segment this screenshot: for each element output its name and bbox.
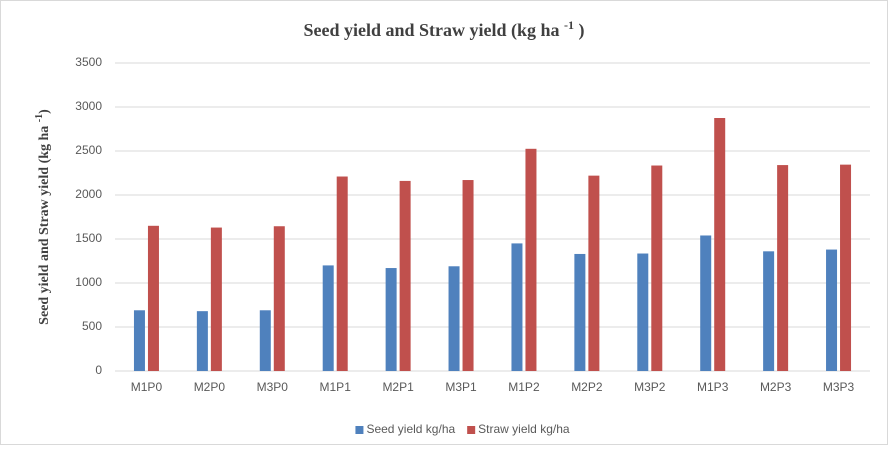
bar: [700, 235, 712, 371]
bar: [210, 227, 222, 371]
y-tick-label: 1000: [75, 275, 102, 289]
x-tick-label: M1P0: [131, 380, 163, 394]
bar: [588, 175, 600, 371]
title-text: Seed yield and Straw yield (kg ha: [303, 20, 564, 41]
y-label-superscript: -1: [34, 114, 45, 122]
legend-swatch: [355, 426, 364, 434]
bar: [259, 310, 271, 371]
x-tick-label: M3P2: [634, 380, 666, 394]
bar: [385, 268, 397, 371]
y-tick-label: 3000: [75, 99, 102, 113]
bar: [196, 311, 208, 371]
bar: [525, 148, 537, 371]
legend-item: Seed yield kg/ha: [355, 422, 455, 436]
y-label-text: Seed yield and Straw yield (kg ha: [37, 122, 52, 325]
bar: [448, 266, 460, 371]
y-tick-label: 1500: [75, 231, 102, 245]
title-superscript: -1: [564, 18, 574, 32]
bar: [336, 176, 348, 371]
y-tick-label: 0: [95, 363, 102, 377]
x-tick-label: M3P1: [445, 380, 477, 394]
x-tick-label: M2P1: [382, 380, 414, 394]
bar: [574, 253, 586, 371]
bar: [147, 225, 159, 371]
bar: [133, 310, 145, 371]
x-tick-label: M2P2: [571, 380, 603, 394]
bar: [651, 165, 663, 371]
x-tick-label: M1P1: [320, 380, 352, 394]
bar: [840, 164, 852, 371]
bar: [637, 253, 649, 371]
legend-item: Straw yield kg/ha: [467, 422, 570, 436]
bar: [399, 180, 411, 371]
bar: [511, 243, 523, 371]
chart-title: Seed yield and Straw yield (kg ha -1 ): [303, 18, 584, 41]
x-tick-label: M1P2: [508, 380, 540, 394]
bar: [322, 265, 334, 371]
bar: [273, 226, 285, 371]
y-tick-label: 500: [82, 319, 102, 333]
x-tick-label: M3P3: [823, 380, 855, 394]
bar: [462, 180, 474, 371]
x-tick-label: M2P0: [194, 380, 226, 394]
x-tick-label: M1P3: [697, 380, 729, 394]
y-axis-label: Seed yield and Straw yield (kg ha -1): [34, 109, 52, 325]
bar: [714, 118, 726, 371]
x-tick-label: M3P0: [257, 380, 289, 394]
title-suffix: ): [574, 20, 585, 41]
legend-label: Seed yield kg/ha: [366, 422, 455, 436]
y-label-suffix: ): [37, 109, 52, 114]
y-tick-label: 2000: [75, 187, 102, 201]
y-tick-label: 2500: [75, 143, 102, 157]
bar: [826, 249, 838, 371]
bar: [777, 165, 789, 371]
legend-label: Straw yield kg/ha: [478, 422, 570, 436]
y-tick-label: 3500: [75, 55, 102, 69]
legend-swatch: [467, 426, 476, 434]
bar: [763, 251, 775, 371]
x-tick-label: M2P3: [760, 380, 792, 394]
